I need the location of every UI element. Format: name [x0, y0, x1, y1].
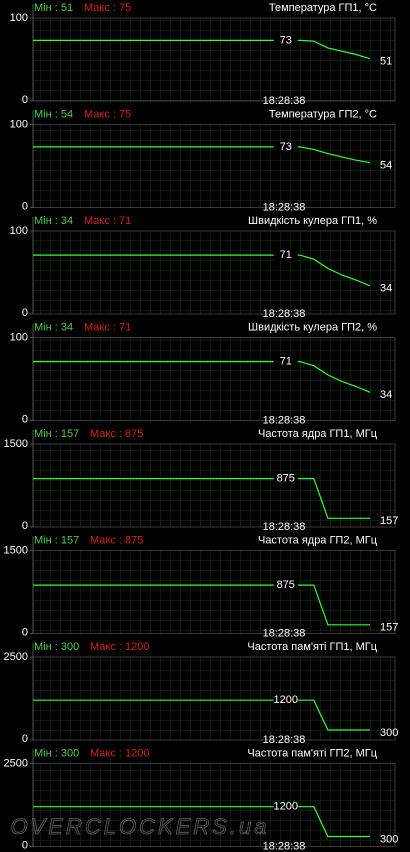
plot-area	[32, 443, 396, 528]
min-label: Мін : 300	[34, 641, 79, 653]
panel-title: Частота ядра ГП2, МГц	[258, 534, 378, 546]
max-label: Макс : 875	[90, 534, 143, 546]
value-label: 71	[280, 355, 292, 367]
series-line	[33, 699, 370, 731]
time-label: 18:28:38	[263, 734, 306, 746]
y-tick-label: 100	[10, 225, 28, 237]
y-tick-label: 2500	[4, 757, 28, 769]
y-tick-label: 0	[22, 520, 28, 532]
max-label: Макс : 71	[84, 215, 131, 227]
label-backdrop	[273, 472, 298, 485]
plot-area	[32, 124, 396, 208]
series-line	[33, 254, 371, 287]
min-label: Мін : 34	[34, 321, 73, 333]
time-label: 18:28:38	[263, 201, 306, 213]
y-tick-label: 100	[10, 331, 28, 343]
time-label: 18:28:38	[263, 627, 306, 639]
value-label: 157	[380, 622, 398, 634]
max-label: Макс : 75	[84, 2, 131, 14]
series-line	[33, 361, 371, 393]
value-label: 1200	[274, 801, 298, 813]
panel-title: Частота ядра ГП1, МГц	[258, 428, 378, 440]
max-label: Макс : 71	[84, 321, 131, 333]
panel-title: Температура ГП2, °C	[269, 108, 377, 120]
value-label: 157	[380, 515, 398, 527]
panel-title: Швидкість кулера ГП1, %	[248, 215, 377, 227]
plot-area	[32, 337, 396, 421]
value-label: 71	[280, 249, 292, 261]
panel-title: Температура ГП1, °C	[269, 2, 377, 14]
watermark: OVERCLOCKERS.ua	[11, 814, 270, 839]
y-tick-label: 1500	[4, 438, 28, 450]
time-label: 18:28:38	[263, 840, 306, 852]
value-label: 300	[380, 833, 398, 845]
value-label: 73	[280, 34, 292, 46]
value-label: 300	[380, 727, 398, 739]
value-label: 34	[380, 389, 392, 401]
y-tick-label: 0	[22, 733, 28, 745]
y-tick-label: 0	[22, 839, 28, 851]
value-label: 51	[380, 56, 392, 68]
series-line	[33, 478, 370, 519]
max-label: Макс : 75	[84, 108, 131, 120]
plot-area	[32, 656, 396, 741]
plot-area	[32, 230, 396, 315]
value-label: 73	[280, 141, 292, 153]
y-tick-label: 0	[22, 94, 28, 106]
value-label: 54	[380, 160, 392, 172]
min-label: Мін : 157	[34, 534, 79, 546]
plot-area	[32, 763, 396, 847]
y-tick-label: 0	[22, 626, 28, 638]
max-label: Макс : 1200	[90, 747, 149, 759]
time-label: 18:28:38	[263, 308, 306, 320]
value-label: 1200	[274, 694, 298, 706]
min-label: Мін : 51	[34, 2, 73, 14]
y-tick-label: 0	[22, 413, 28, 425]
time-label: 18:28:38	[263, 414, 306, 426]
y-tick-label: 0	[22, 200, 28, 212]
label-backdrop	[273, 355, 298, 368]
value-label: 34	[380, 283, 392, 295]
label-backdrop	[273, 140, 298, 153]
time-label: 18:28:38	[263, 521, 306, 533]
panel-title: Частота пам'яті ГП2, МГц	[247, 747, 377, 759]
min-label: Мін : 300	[34, 747, 79, 759]
y-tick-label: 2500	[4, 651, 28, 663]
label-backdrop	[273, 579, 298, 592]
plot-area	[32, 550, 396, 634]
min-label: Мін : 34	[34, 215, 73, 227]
y-tick-label: 100	[10, 12, 28, 24]
y-tick-label: 0	[22, 307, 28, 319]
series-line	[33, 39, 371, 60]
panel-title: Частота пам'яті ГП1, МГц	[247, 641, 377, 653]
series-line	[33, 584, 370, 626]
label-backdrop	[273, 34, 298, 47]
plot-area	[32, 17, 396, 102]
min-label: Мін : 54	[34, 108, 73, 120]
label-backdrop	[273, 694, 298, 707]
min-label: Мін : 157	[34, 428, 79, 440]
y-tick-label: 100	[10, 118, 28, 130]
panel-title: Швидкість кулера ГП2, %	[248, 321, 377, 333]
label-backdrop	[273, 800, 298, 813]
series-line	[33, 806, 370, 838]
value-label: 875	[277, 472, 295, 484]
label-backdrop	[273, 249, 298, 262]
time-label: 18:28:38	[263, 95, 306, 107]
max-label: Макс : 875	[90, 428, 143, 440]
y-tick-label: 1500	[4, 544, 28, 556]
series-line	[33, 146, 371, 164]
value-label: 875	[277, 579, 295, 591]
max-label: Макс : 1200	[90, 641, 149, 653]
